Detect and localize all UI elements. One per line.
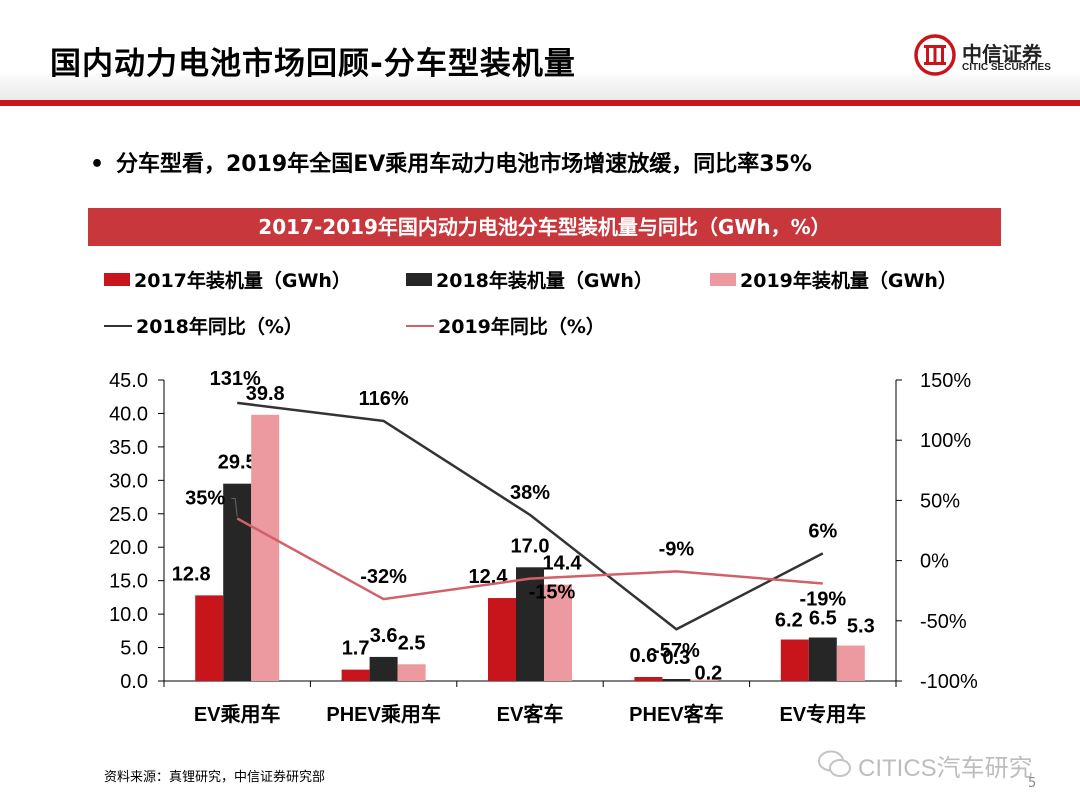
y-tick-label: 30.0 — [109, 470, 148, 492]
y2-tick-label: -100% — [920, 671, 978, 693]
y-tick-label: 0.0 — [120, 671, 148, 693]
y2-tick-label: -50% — [920, 611, 967, 633]
bar-value-label: 0.3 — [662, 647, 690, 669]
line-2019-label: -19% — [799, 588, 846, 610]
x-tick-label: EV客车 — [497, 702, 564, 726]
logo-chinese-text: 中信证券 — [962, 42, 1042, 66]
legend-item-line-2018: 2018年同比（%） — [104, 312, 303, 339]
bar-2017 — [195, 595, 224, 681]
legend-label-2017: 2017年装机量（GWh） — [134, 270, 351, 292]
y2-tick-label: 50% — [920, 490, 960, 512]
y-tick-label: 5.0 — [120, 638, 148, 660]
y2-tick-label: 150% — [920, 370, 971, 392]
y-tick-label: 25.0 — [109, 504, 148, 526]
y2-tick-label: 100% — [920, 430, 971, 452]
legend-item-2018: 2018年装机量（GWh） — [406, 266, 653, 293]
bar-2019 — [251, 414, 280, 681]
x-tick-label: PHEV乘用车 — [326, 702, 440, 726]
legend-item-line-2019: 2019年同比（%） — [406, 312, 605, 339]
y-tick-label: 15.0 — [109, 571, 148, 593]
y-tick-label: 10.0 — [109, 604, 148, 626]
line-2018-label: 38% — [510, 482, 550, 504]
y-tick-label: 35.0 — [109, 437, 148, 459]
bar-2018 — [223, 483, 252, 681]
bar-value-label: 39.8 — [246, 383, 285, 405]
legend-line-2018 — [104, 324, 132, 327]
x-tick-label: EV专用车 — [779, 702, 866, 726]
source-note: 资料来源：真锂研究，中信证券研究部 — [104, 770, 326, 785]
bar-value-label: 1.7 — [342, 638, 370, 660]
page-number: 5 — [1028, 776, 1037, 791]
bar-2018 — [662, 678, 691, 681]
wechat-watermark-icon — [818, 750, 851, 777]
bar-value-label: 5.3 — [847, 616, 875, 638]
legend-label-2018: 2018年装机量（GWh） — [436, 270, 653, 292]
line-2019-label: -9% — [659, 538, 695, 560]
bullet-dot-icon: • — [90, 152, 105, 177]
header-divider — [0, 100, 1080, 106]
legend-label-line-2019: 2019年同比（%） — [438, 316, 605, 338]
bar-value-label: 6.5 — [809, 608, 837, 630]
line-2019-label: -15% — [529, 582, 576, 604]
bar-value-label: 12.8 — [172, 563, 211, 585]
bar-2018 — [516, 567, 544, 681]
bar-value-label: 6.2 — [775, 610, 803, 632]
x-tick-label: EV乘用车 — [194, 702, 281, 726]
bar-value-label: 0.6 — [629, 645, 657, 667]
line-2018-label: 131% — [210, 368, 261, 390]
page-title: 国内动力电池市场回顾-分车型装机量 — [50, 46, 576, 82]
line-2019-label: 35% — [185, 487, 225, 509]
leader-line — [231, 497, 238, 517]
x-tick-label: PHEV客车 — [629, 702, 723, 726]
bar-value-label: 3.6 — [370, 625, 398, 647]
bar-2017 — [341, 669, 370, 681]
bar-value-label: 14.4 — [543, 553, 583, 575]
legend-swatch-2019 — [710, 273, 736, 286]
bar-2017 — [488, 598, 516, 681]
y-tick-label: 40.0 — [109, 403, 148, 425]
legend-swatch-2017 — [104, 273, 130, 286]
line-2019-label: -32% — [360, 566, 407, 588]
bar-value-label: 0.2 — [694, 663, 722, 685]
bar-2018 — [808, 637, 837, 681]
bar-2017 — [634, 676, 663, 681]
y2-tick-label: 0% — [920, 551, 949, 573]
header-band — [0, 0, 1080, 100]
bar-2019 — [397, 664, 426, 681]
line-2018 — [237, 401, 824, 631]
y-tick-label: 20.0 — [109, 537, 148, 559]
watermark-text: CITICS汽车研究 — [858, 755, 1033, 782]
legend-label-2019: 2019年装机量（GWh） — [740, 270, 957, 292]
bar-value-label: 17.0 — [511, 535, 550, 557]
bar-2019 — [836, 645, 865, 681]
citic-logo: 中信证券 CITIC SECURITIES — [914, 34, 1064, 84]
chart-title-banner: 2017-2019年国内动力电池分车型装机量与同比（GWh，%） — [88, 208, 1001, 246]
legend-item-2019: 2019年装机量（GWh） — [710, 266, 957, 293]
bar-2018 — [369, 656, 398, 681]
bar-value-label: 2.5 — [398, 632, 426, 654]
logo-english-text: CITIC SECURITIES — [962, 62, 1051, 73]
bar-2019 — [544, 584, 572, 681]
bullet-text: 分车型看，2019年全国EV乘用车动力电池市场增速放缓，同比率35% — [116, 152, 812, 177]
line-2018-label: 116% — [359, 388, 409, 410]
legend-line-2019 — [406, 324, 434, 327]
line-2018-label: -57% — [653, 640, 700, 662]
line-2018-label: 6% — [808, 520, 837, 542]
legend-item-2017: 2017年装机量（GWh） — [104, 266, 351, 293]
y-tick-label: 45.0 — [109, 370, 148, 392]
bar-2017 — [780, 639, 809, 681]
citic-emblem-icon — [914, 34, 956, 76]
bar-2019 — [690, 679, 719, 681]
legend-swatch-2018 — [406, 273, 432, 286]
bar-value-label: 29.5 — [218, 452, 257, 474]
bullet-point: • 分车型看，2019年全国EV乘用车动力电池市场增速放缓，同比率35% — [90, 146, 812, 178]
line-2019 — [236, 517, 823, 601]
legend-label-line-2018: 2018年同比（%） — [136, 316, 303, 338]
